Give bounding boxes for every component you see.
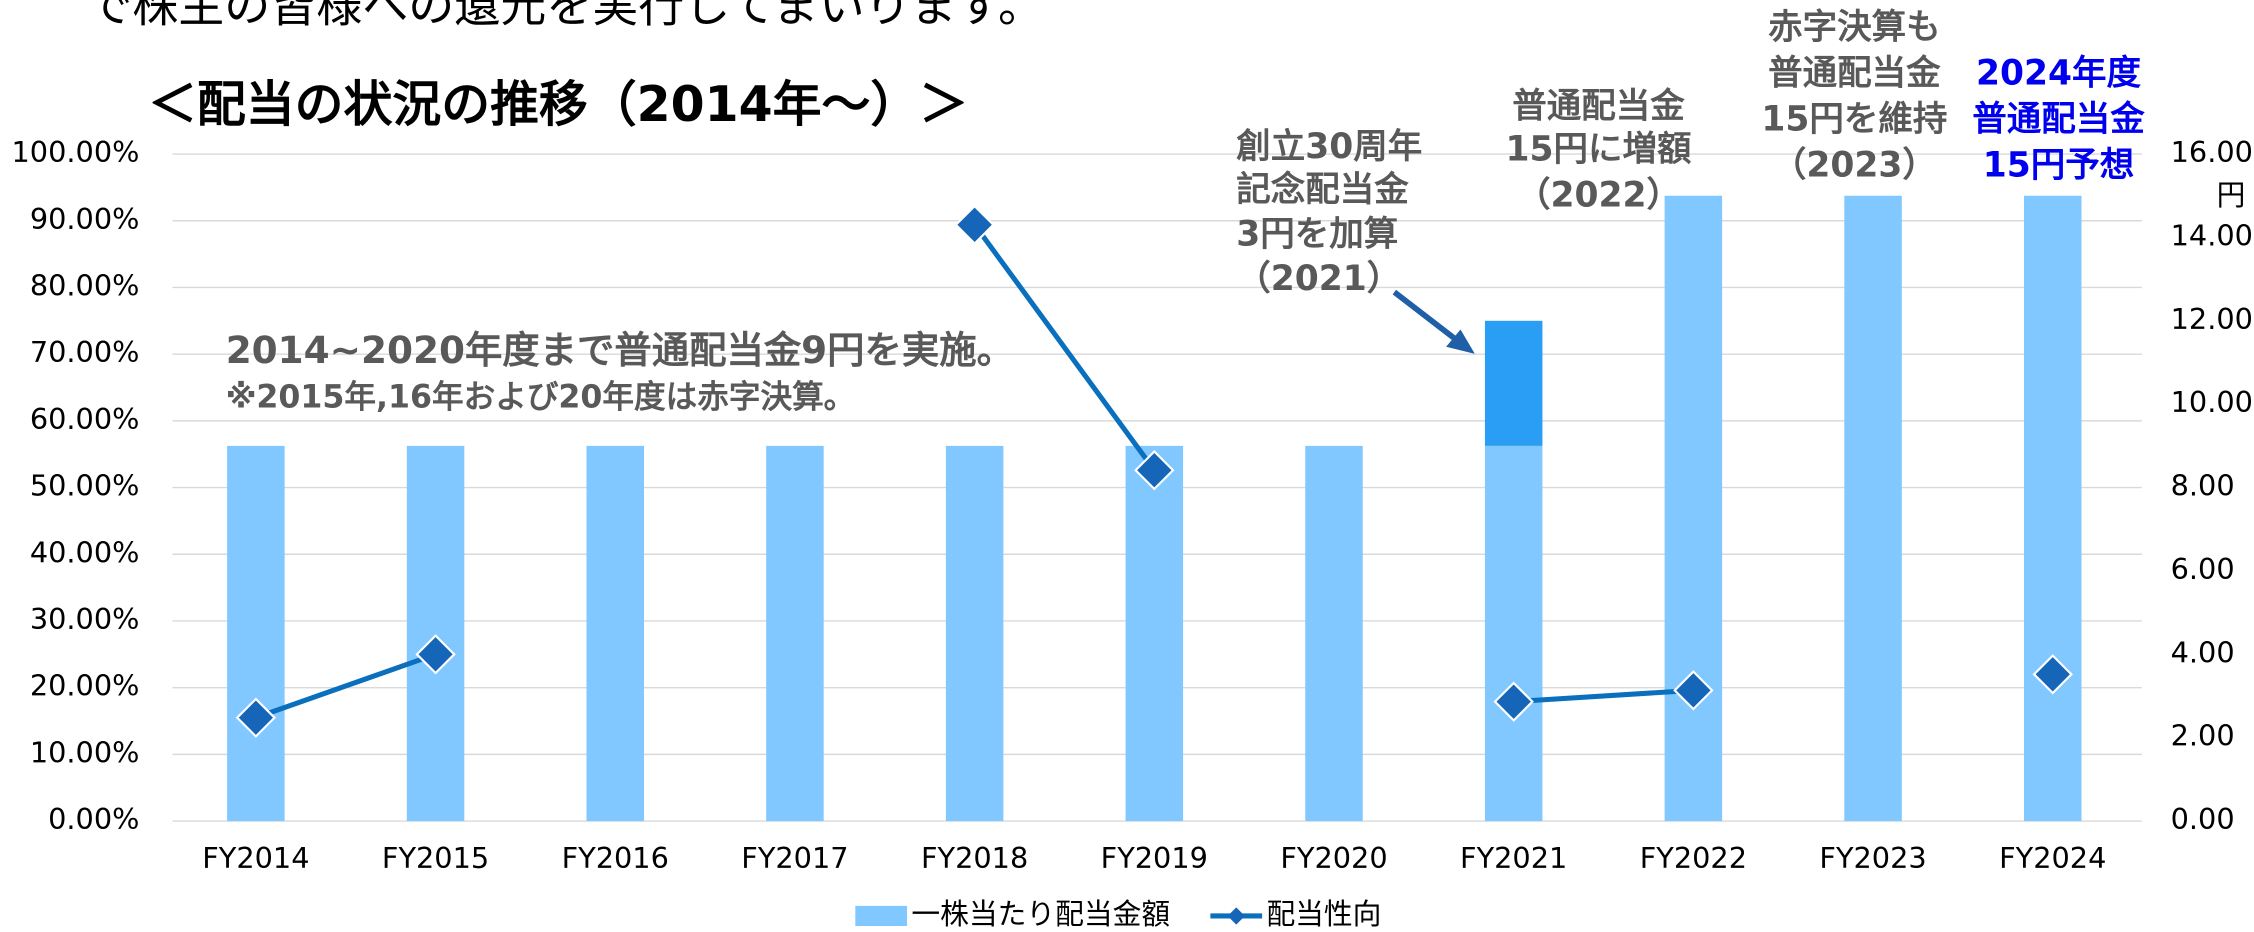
bar bbox=[766, 445, 824, 822]
y-tick-label: 60.00% bbox=[30, 402, 140, 436]
y2-tick-label: 16.00 bbox=[2171, 135, 2253, 169]
y2-tick-label: 0.00 bbox=[2171, 802, 2235, 836]
line-marker bbox=[235, 697, 277, 738]
annotation: 普通配当金 bbox=[1972, 100, 2145, 140]
line-marker bbox=[2032, 654, 2073, 695]
y2-tick-label: 14.00 bbox=[2171, 218, 2253, 252]
y2-tick-label: 6.00 bbox=[2171, 552, 2235, 586]
arrow-head bbox=[1446, 329, 1475, 354]
y2-tick-label: 4.00 bbox=[2171, 635, 2235, 669]
y-tick-label: 100.00% bbox=[12, 135, 140, 169]
annotation: 2014~2020年度まで普通配当金9円を実施。 bbox=[226, 328, 1014, 372]
x-tick-label: FY2021 bbox=[1460, 841, 1567, 875]
annotation-arrow bbox=[1392, 289, 1466, 348]
bar bbox=[1844, 195, 1902, 822]
x-tick-label: FY2016 bbox=[562, 841, 669, 875]
annotation: （2023） bbox=[1772, 146, 1937, 186]
line-marker bbox=[415, 634, 456, 675]
annotation: 創立30周年 bbox=[1236, 127, 1422, 167]
x-tick-label: FY2024 bbox=[1999, 841, 2106, 875]
y-tick-label: 40.00% bbox=[30, 535, 140, 569]
y-tick-label: 10.00% bbox=[30, 735, 140, 769]
legend-swatch bbox=[855, 905, 908, 926]
legend-label: 一株当たり配当金額 bbox=[911, 897, 1170, 931]
bar bbox=[945, 445, 1004, 822]
top-text: で株主の皆様への還元を実行してまいります。 bbox=[86, 0, 1044, 32]
x-tick-label: FY2023 bbox=[1819, 841, 1926, 875]
y-tick-label: 80.00% bbox=[30, 268, 140, 302]
annotation: ※2015年,16年および20年度は赤字決算。 bbox=[226, 378, 856, 415]
y-tick-label: 90.00% bbox=[30, 202, 140, 236]
line-marker bbox=[1134, 450, 1175, 491]
annotation: 15円予想 bbox=[1983, 146, 2135, 186]
line bbox=[1513, 687, 1694, 705]
annotation: 普通配当金 bbox=[1768, 54, 1941, 94]
bar bbox=[1125, 445, 1184, 822]
annotation: 15円に増額 bbox=[1505, 130, 1691, 170]
y2-tick-label: 8.00 bbox=[2171, 469, 2235, 503]
y2-tick-label: 12.00 bbox=[2171, 302, 2253, 336]
x-tick-label: FY2020 bbox=[1280, 841, 1387, 875]
annotation: （2022） bbox=[1516, 176, 1681, 216]
line-marker bbox=[954, 204, 995, 245]
annotation: 普通配当金 bbox=[1512, 87, 1685, 127]
y2-tick-label: 10.00 bbox=[2171, 385, 2253, 419]
bar bbox=[1664, 195, 1723, 822]
annotation: （2021） bbox=[1236, 259, 1401, 299]
annotation: 3円を加算 bbox=[1236, 215, 1398, 255]
y2-unit: 円 bbox=[2217, 178, 2246, 212]
annotation: 赤字決算も bbox=[1768, 8, 1941, 48]
legend-label: 配当性向 bbox=[1266, 897, 1381, 931]
bar bbox=[227, 445, 285, 822]
line bbox=[255, 651, 437, 721]
bar bbox=[1305, 445, 1363, 822]
x-tick-label: FY2014 bbox=[202, 841, 309, 875]
bar bbox=[1484, 445, 1543, 822]
y-tick-label: 50.00% bbox=[30, 469, 140, 503]
line-marker bbox=[1493, 681, 1534, 722]
y-tick-label: 70.00% bbox=[30, 335, 140, 369]
bar bbox=[406, 445, 465, 822]
y2-tick-label: 2.00 bbox=[2171, 719, 2235, 753]
bar bbox=[586, 445, 644, 822]
y-tick-label: 20.00% bbox=[30, 669, 140, 703]
y-tick-label: 0.00% bbox=[48, 802, 139, 836]
x-tick-label: FY2018 bbox=[921, 841, 1028, 875]
y-tick-label: 30.00% bbox=[30, 602, 140, 636]
line-marker bbox=[1673, 670, 1714, 711]
x-tick-label: FY2017 bbox=[741, 841, 848, 875]
line bbox=[972, 223, 1157, 472]
annotation: 2024年度 bbox=[1976, 54, 2142, 94]
bar bbox=[1484, 320, 1543, 446]
legend-marker bbox=[1227, 907, 1245, 925]
annotation: 記念配当金 bbox=[1236, 170, 1409, 210]
bar bbox=[2024, 195, 2082, 822]
x-tick-label: FY2015 bbox=[382, 841, 489, 875]
x-tick-label: FY2022 bbox=[1640, 841, 1747, 875]
annotation: 15円を維持 bbox=[1761, 100, 1947, 140]
chart-title: ＜配当の状況の推移（2014年～）＞ bbox=[148, 76, 968, 133]
x-tick-label: FY2019 bbox=[1101, 841, 1208, 875]
